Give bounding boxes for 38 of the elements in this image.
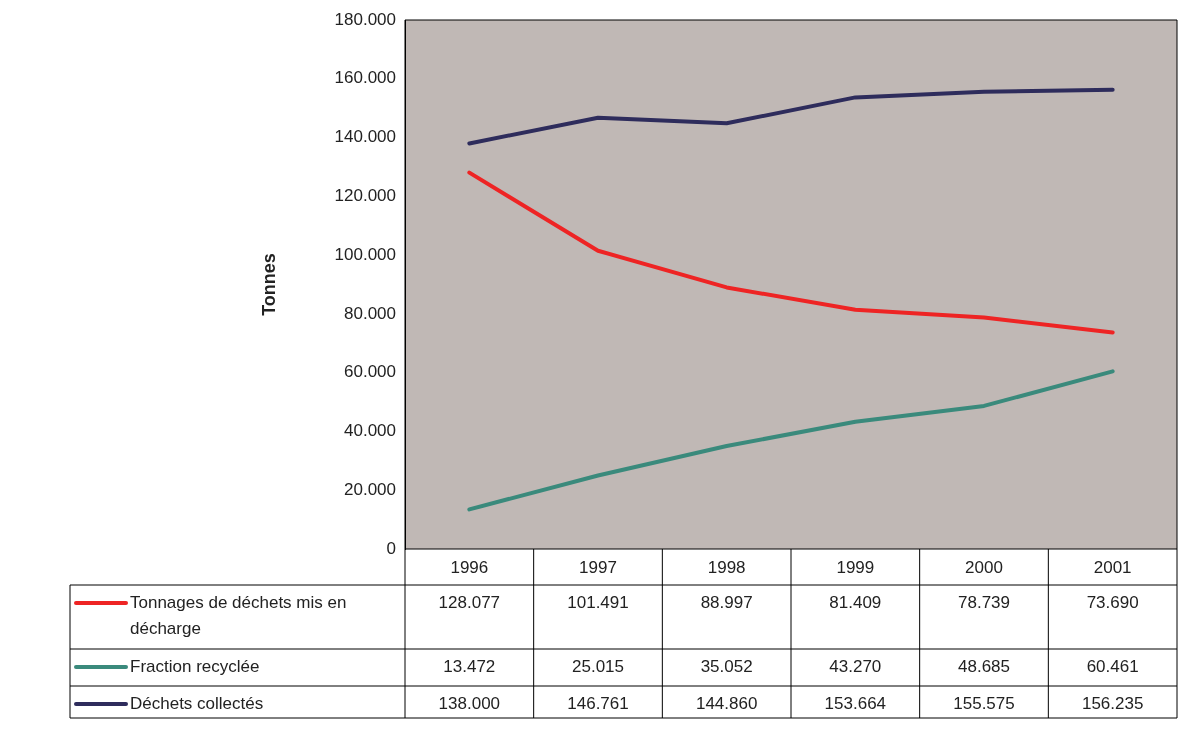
- y-tick-label: 180.000: [334, 9, 396, 29]
- y-tick-label: 80.000: [344, 303, 396, 323]
- data-label: 101.491: [567, 592, 629, 612]
- x-tick-label: 1997: [579, 557, 617, 577]
- data-label: 153.664: [824, 693, 887, 713]
- y-tick-label: 40.000: [344, 421, 396, 441]
- data-label: 43.270: [829, 656, 882, 676]
- y-tick-label: 100.000: [334, 244, 396, 264]
- data-label: 128.077: [438, 592, 501, 612]
- data-label: 138.000: [438, 693, 501, 713]
- data-label: 25.015: [572, 656, 624, 676]
- y-tick-label: 160.000: [334, 68, 396, 88]
- y-tick-label: 120.000: [334, 186, 396, 206]
- y-axis-title: Tonnes: [258, 253, 279, 316]
- x-tick-label: 1996: [450, 557, 489, 577]
- data-label: 13.472: [443, 656, 496, 676]
- data-label: 156.235: [1081, 693, 1144, 713]
- x-tick-label: 1999: [836, 557, 875, 577]
- data-label: 48.685: [958, 656, 1010, 676]
- data-label: 60.461: [1086, 656, 1139, 676]
- y-tick-label: 20.000: [344, 479, 396, 499]
- data-label: 73.690: [1086, 592, 1139, 612]
- data-label: 155.575: [953, 693, 1015, 713]
- y-tick-label: 0: [386, 538, 396, 558]
- x-tick-label: 1998: [707, 557, 746, 577]
- y-tick-label: 60.000: [344, 362, 396, 382]
- data-label: 144.860: [695, 693, 758, 713]
- data-label: 81.409: [829, 592, 882, 612]
- x-tick-label: 2001: [1093, 557, 1132, 577]
- y-tick-label: 140.000: [334, 127, 396, 147]
- data-label: 146.761: [567, 693, 629, 713]
- legend-label: Fraction recyclée: [130, 656, 260, 676]
- legend-label: Déchets collectés: [130, 693, 264, 713]
- data-label: 78.739: [958, 592, 1010, 612]
- x-tick-label: 2000: [965, 557, 1003, 577]
- legend-label: Tonnages de déchets mis en décharge: [130, 592, 347, 638]
- data-label: 88.997: [700, 592, 753, 612]
- data-label: 35.052: [700, 656, 753, 676]
